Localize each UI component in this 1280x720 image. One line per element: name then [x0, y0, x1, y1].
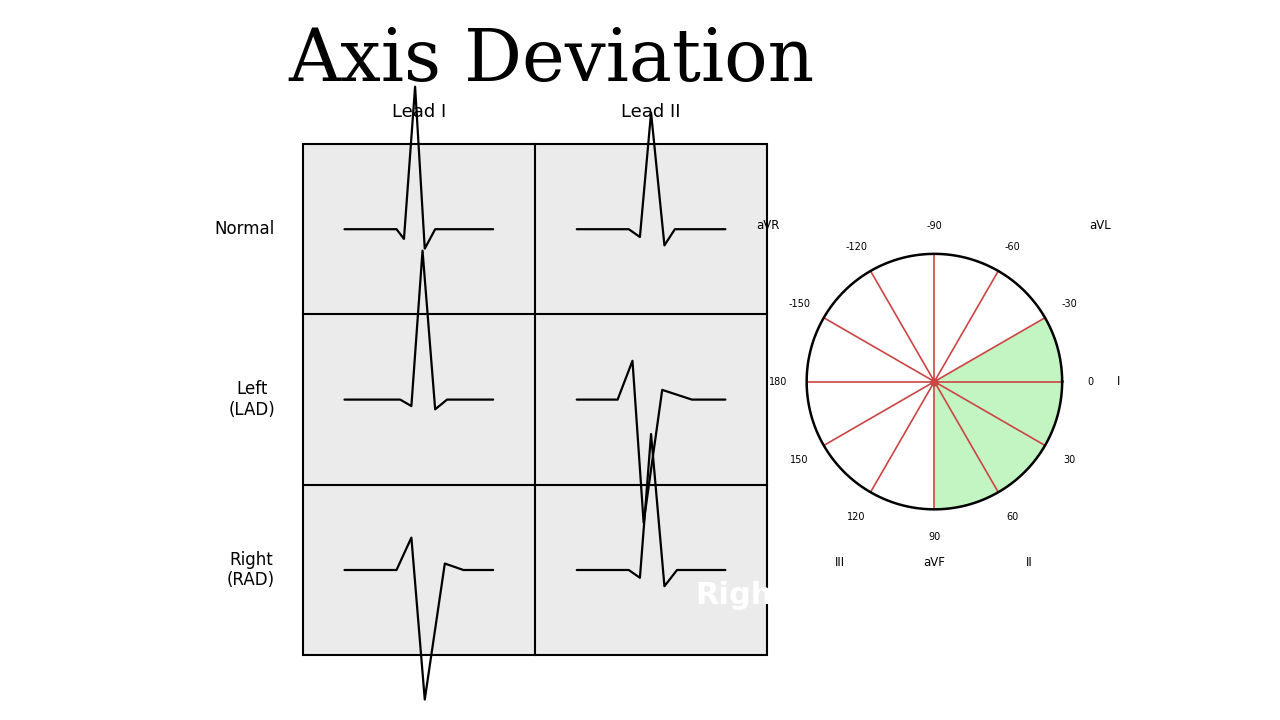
Text: aVR: aVR [756, 220, 780, 233]
Bar [535, 485, 767, 655]
Text: 30: 30 [1064, 454, 1075, 464]
Text: 180: 180 [769, 377, 787, 387]
Bar [302, 315, 535, 485]
Text: Right: Right [695, 581, 787, 611]
Text: Right
(RAD): Right (RAD) [227, 551, 275, 590]
Text: 120: 120 [847, 512, 865, 521]
Text: aVF: aVF [923, 557, 946, 570]
Text: Axis Deviation: Axis Deviation [288, 26, 814, 96]
Bar [302, 485, 535, 655]
Bar [302, 144, 535, 315]
Text: -120: -120 [846, 242, 868, 251]
Text: 60: 60 [1006, 512, 1019, 521]
Text: Lead I: Lead I [392, 102, 445, 120]
Text: -60: -60 [1005, 242, 1020, 251]
Bar [535, 144, 767, 315]
Text: I: I [1116, 375, 1120, 388]
Text: 90: 90 [928, 533, 941, 542]
Text: -30: -30 [1061, 299, 1078, 309]
Text: aVL: aVL [1089, 220, 1111, 233]
Text: -150: -150 [788, 299, 810, 309]
Text: -90: -90 [927, 221, 942, 230]
Text: Left: Left [1135, 246, 1203, 276]
Bar [302, 144, 767, 655]
Bar [535, 315, 767, 485]
Text: Normal: Normal [215, 220, 275, 238]
Text: Left
(LAD): Left (LAD) [228, 380, 275, 419]
Text: III: III [835, 557, 845, 570]
Text: 150: 150 [790, 454, 809, 464]
Text: 0: 0 [1087, 377, 1093, 387]
Wedge shape [934, 318, 1062, 509]
Text: II: II [1025, 557, 1032, 570]
Text: Lead II: Lead II [621, 102, 681, 120]
